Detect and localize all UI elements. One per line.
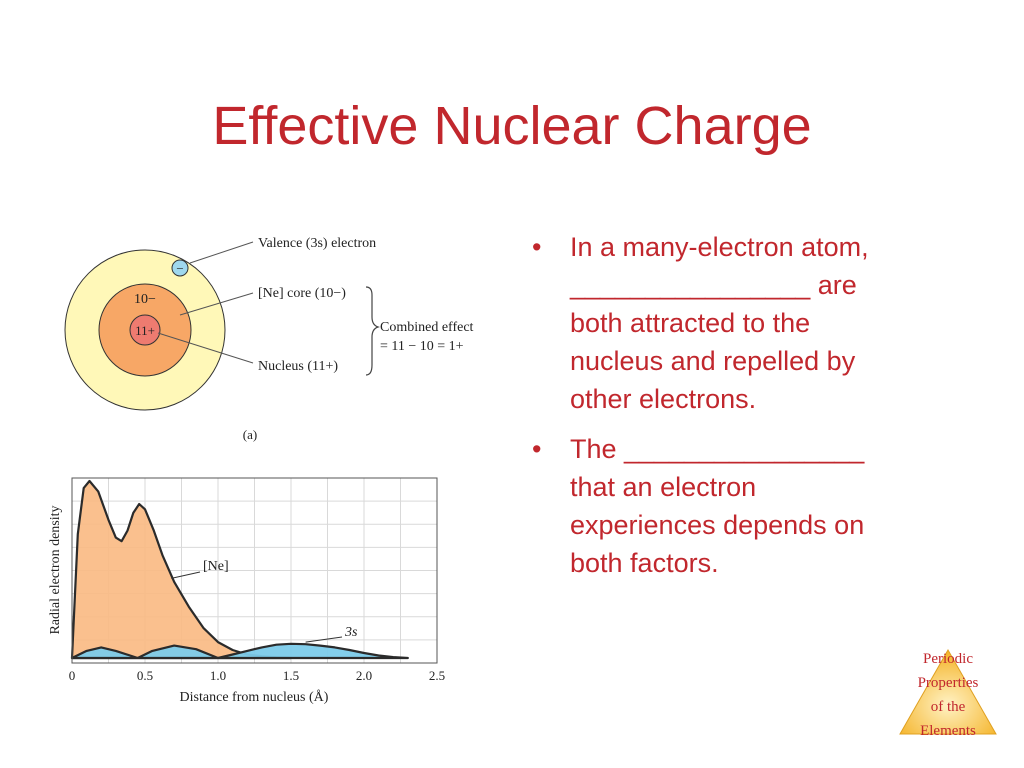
x-tick-label: 2.0 xyxy=(356,668,372,683)
bullet-dot: • xyxy=(532,434,542,464)
series-3s-label: 3s xyxy=(344,625,358,640)
valence-leader xyxy=(189,241,254,264)
nucleus xyxy=(129,314,161,346)
chart-areas xyxy=(70,479,409,660)
bullet-1: • In a many-electron atom, _______________… xyxy=(530,228,960,418)
y-axis-label: Radial electron density xyxy=(48,505,63,634)
bullet-line: that an electron xyxy=(570,472,757,502)
caption-a: (a) xyxy=(243,427,257,442)
core-label: [Ne] core (10−) xyxy=(258,286,346,301)
series-3s-label-leader xyxy=(305,636,343,643)
bullet-line: In a many-electron atom, xyxy=(570,232,869,262)
nucleus-leader xyxy=(157,332,254,364)
bullet-line: both attracted to the xyxy=(570,308,811,338)
bullet-2-text: The ________________that an electron expe… xyxy=(570,434,864,578)
bullet-dot: • xyxy=(532,232,542,262)
bullet-line: The ________________ xyxy=(570,434,865,464)
x-axis-label: Distance from nucleus (Å) xyxy=(180,689,329,705)
valence-electron xyxy=(171,259,189,277)
combined-label-1: Combined effect xyxy=(380,320,474,335)
badge-line: Properties xyxy=(917,675,979,691)
slide-title: Effective Nuclear Charge xyxy=(212,96,812,156)
bullet-line: ________________ are xyxy=(570,270,857,300)
x-tick-labels: 0 0.5 1.0 1.5 2.0 2.5 xyxy=(69,668,445,683)
plot-frame xyxy=(71,477,438,664)
valence-label: Valence (3s) electron xyxy=(258,236,376,251)
badge-text: Periodic Properties of the Elements xyxy=(896,647,1000,743)
triangle-badge-icon xyxy=(899,648,997,735)
bullet-line: both factors. xyxy=(570,548,719,578)
x-tick-label: 1.0 xyxy=(210,668,226,683)
core-charge-label: 10− xyxy=(134,292,156,307)
core-leader xyxy=(179,292,254,316)
x-tick-label: 1.5 xyxy=(283,668,299,683)
bullet-2: • The ________________that an electron exp… xyxy=(530,430,960,582)
x-tick-label: 0 xyxy=(69,668,76,683)
bullet-1-text: In a many-electron atom, ________________… xyxy=(570,232,869,414)
atom-diagram: 10− 11+ − Valence (3s) electron [Ne] cor… xyxy=(64,236,474,442)
electron-symbol: − xyxy=(176,261,183,276)
nucleus-label: Nucleus (11+) xyxy=(258,359,338,374)
density-chart: 0 0.5 1.0 1.5 2.0 2.5 Distance from nucleus (… xyxy=(48,477,445,705)
x-tick-label: 2.5 xyxy=(429,668,445,683)
bullet-list: • In a many-electron atom, _______________… xyxy=(530,228,960,594)
bullet-line: nucleus and repelled by xyxy=(570,346,856,376)
nucleus-charge-label: 11+ xyxy=(135,323,155,338)
bullet-line: experiences depends on xyxy=(570,510,865,540)
series-labels: [Ne] 3s xyxy=(171,559,358,643)
x-tick-label: 0.5 xyxy=(137,668,153,683)
bullet-line: other electrons. xyxy=(570,384,757,414)
series-3s-area xyxy=(70,642,409,660)
badge-line: of the xyxy=(930,699,966,715)
series-ne-label-leader xyxy=(171,571,201,579)
combined-label-2: = 11 − 10 = 1+ xyxy=(380,339,464,354)
series-ne-label: [Ne] xyxy=(203,559,229,574)
badge-line: Elements xyxy=(920,723,976,739)
combined-brace xyxy=(365,286,380,376)
badge-line: Periodic xyxy=(923,651,973,667)
